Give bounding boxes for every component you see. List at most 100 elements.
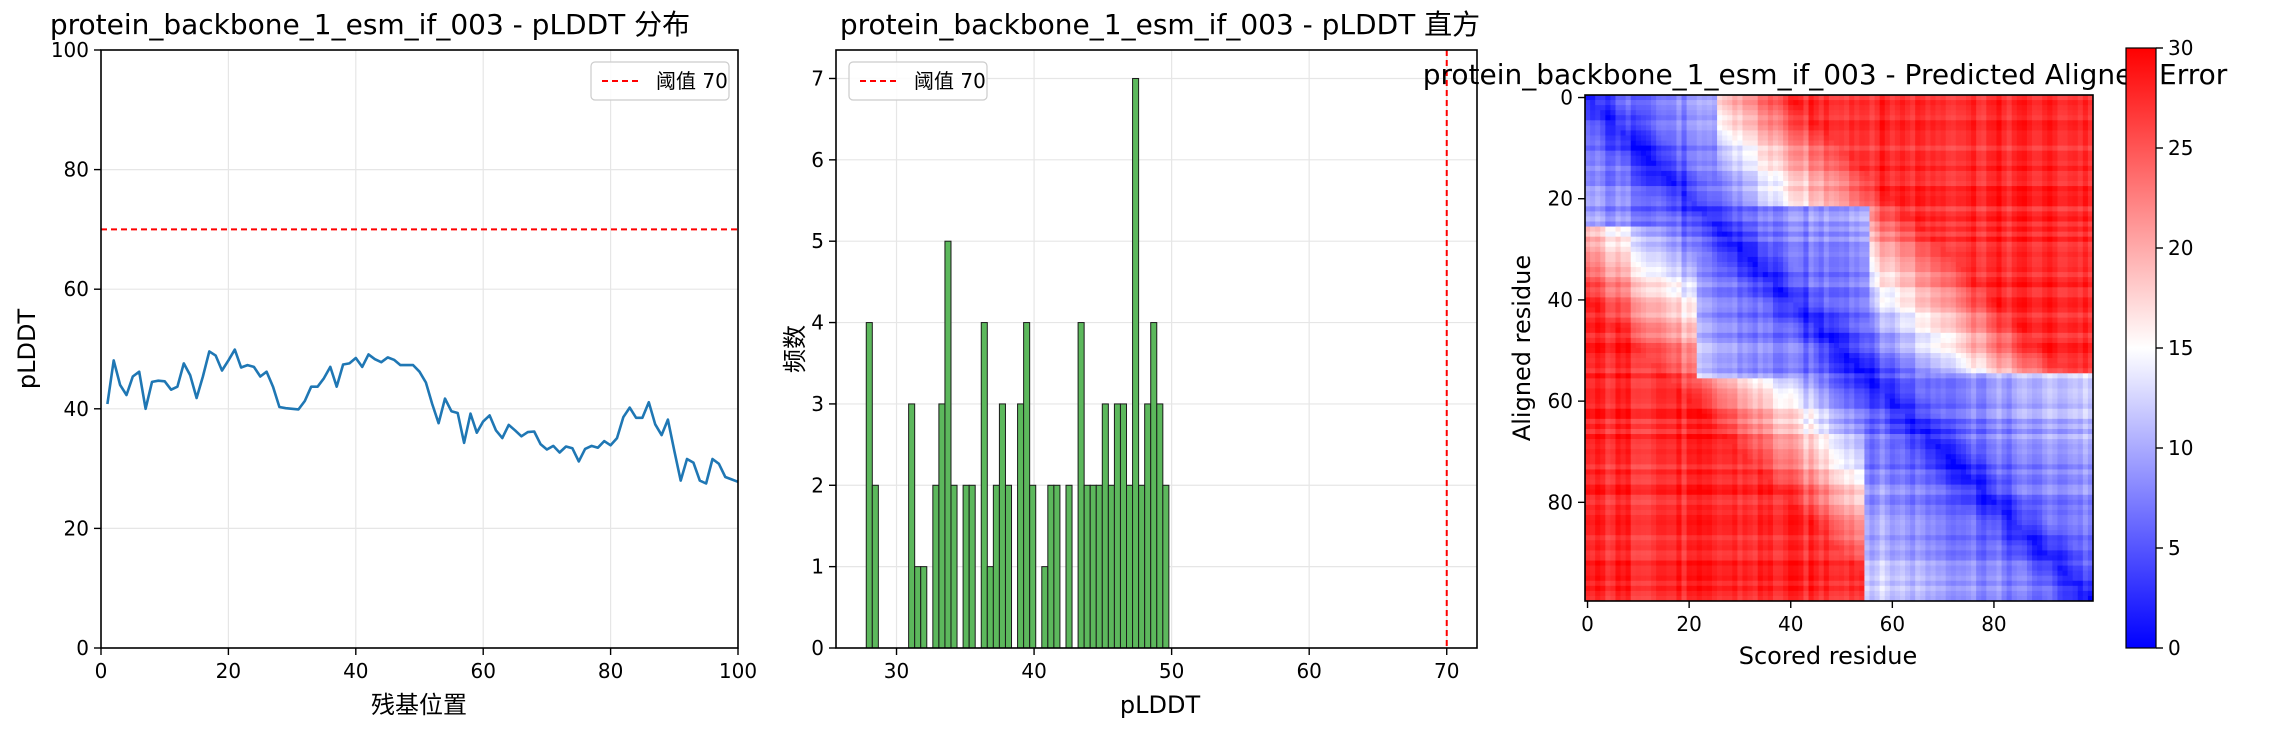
heatmap-cell <box>1752 256 1759 263</box>
heatmap-cell <box>1635 256 1642 263</box>
heatmap-cell <box>2067 125 2074 131</box>
heatmap-cell <box>2021 226 2028 233</box>
heatmap-cell <box>1960 302 1967 308</box>
heatmap-cell <box>1818 221 1825 227</box>
heatmap-cell <box>1701 282 1708 288</box>
heatmap-cell <box>1671 165 1677 172</box>
heatmap-cell <box>2026 181 2033 187</box>
heatmap-cell <box>1635 337 1642 344</box>
heatmap-cell <box>1986 196 1992 202</box>
heatmap-cell <box>1681 191 1687 197</box>
heatmap-cell <box>2067 191 2074 197</box>
heatmap-cell <box>1884 196 1891 202</box>
heatmap-cell <box>1757 125 1764 131</box>
heatmap-cell <box>1666 241 1672 248</box>
heatmap-cell <box>1661 332 1667 339</box>
heatmap-cell <box>1920 251 1926 258</box>
heatmap-cell <box>1833 322 1840 329</box>
heatmap-cell <box>1640 277 1647 283</box>
heatmap-cell <box>1737 307 1743 313</box>
heatmap-cell <box>1996 181 2002 187</box>
heatmap-cell <box>2001 130 2008 136</box>
heatmap-cell <box>1615 125 1621 131</box>
heatmap-cell <box>1986 307 1992 313</box>
heatmap-cell <box>1894 236 1901 243</box>
heatmap-cell <box>1844 196 1850 202</box>
heatmap-cell <box>1671 155 1677 162</box>
heatmap-cell <box>1971 181 1977 187</box>
heatmap-cell <box>1737 267 1743 273</box>
heatmap-cell <box>1783 140 1789 146</box>
heatmap-cell <box>2011 145 2018 152</box>
heatmap-cell <box>1605 175 1611 182</box>
heatmap-cell <box>2021 261 2028 268</box>
heatmap-cell <box>1905 312 1911 319</box>
heatmap-cell <box>1950 130 1957 136</box>
heatmap-cell <box>1808 201 1814 207</box>
heatmap-cell <box>1610 267 1616 273</box>
heatmap-cell <box>1899 307 1906 313</box>
heatmap-cell <box>1839 125 1845 131</box>
heatmap-cell <box>2032 221 2038 227</box>
heatmap-cell <box>1767 165 1774 172</box>
heatmap-cell <box>2011 196 2018 202</box>
heatmap-cell <box>1803 170 1809 177</box>
heatmap-cell <box>2006 186 2013 192</box>
heatmap-cell <box>1737 145 1743 152</box>
heatmap-cell <box>2072 216 2079 222</box>
heatmap-cell <box>1844 261 1850 268</box>
heatmap-cell <box>2042 181 2048 187</box>
heatmap-cell <box>1874 261 1881 268</box>
heatmap-cell <box>1620 297 1627 303</box>
heatmap-cell <box>2011 236 2018 243</box>
heatmap-cell <box>1767 272 1774 278</box>
heatmap-cell <box>1696 246 1703 253</box>
heatmap-cell <box>1635 100 1642 106</box>
heatmap-cell <box>1671 337 1677 344</box>
heatmap-cell <box>1935 130 1941 136</box>
heatmap-cell <box>2016 125 2023 131</box>
heatmap-cell <box>1971 105 1977 111</box>
heatmap-cell <box>1935 287 1941 293</box>
heatmap-cell <box>1656 186 1662 192</box>
heatmap-cell <box>2077 287 2084 293</box>
heatmap-cell <box>1955 302 1962 308</box>
heatmap-cell <box>1905 307 1911 313</box>
heatmap-cell <box>1854 125 1860 131</box>
heatmap-cell <box>1884 206 1891 212</box>
heatmap-cell <box>1772 201 1779 207</box>
heatmap-cell <box>1935 100 1941 106</box>
heatmap-cell <box>1945 267 1952 273</box>
heatmap-cell <box>1905 201 1911 207</box>
heatmap-cell <box>1920 206 1926 212</box>
heatmap-cell <box>1666 312 1672 319</box>
heatmap-cell <box>1742 216 1748 222</box>
heatmap-cell <box>1915 246 1921 253</box>
heatmap-cell <box>2011 165 2018 172</box>
heatmap-cell <box>2052 317 2058 324</box>
heatmap-cell <box>1844 317 1850 324</box>
heatmap-cell <box>1839 312 1845 319</box>
heatmap-cell <box>1762 175 1769 182</box>
heatmap-cell <box>2057 267 2063 273</box>
heatmap-cell <box>1752 206 1759 212</box>
heatmap-cell <box>1976 251 1982 258</box>
heatmap-cell <box>1681 135 1687 141</box>
heatmap-cell <box>1828 267 1835 273</box>
heatmap-cell <box>2077 251 2084 258</box>
heatmap-cell <box>1585 95 1591 101</box>
heatmap-cell <box>1798 175 1804 182</box>
heatmap-cell <box>1996 175 2002 182</box>
heatmap-cell <box>1976 246 1982 253</box>
heatmap-cell <box>1666 256 1672 263</box>
heatmap-cell <box>1585 120 1591 126</box>
heatmap-cell <box>1717 272 1723 278</box>
heatmap-cell <box>1844 145 1850 152</box>
heatmap-cell <box>1585 307 1591 313</box>
heatmap-cell <box>1666 332 1672 339</box>
heatmap-cell <box>1849 287 1855 293</box>
heatmap-cell <box>1696 287 1703 293</box>
heatmap-cell <box>1940 292 1947 298</box>
heatmap-cell <box>1976 191 1982 197</box>
heatmap-cell <box>1640 165 1647 172</box>
